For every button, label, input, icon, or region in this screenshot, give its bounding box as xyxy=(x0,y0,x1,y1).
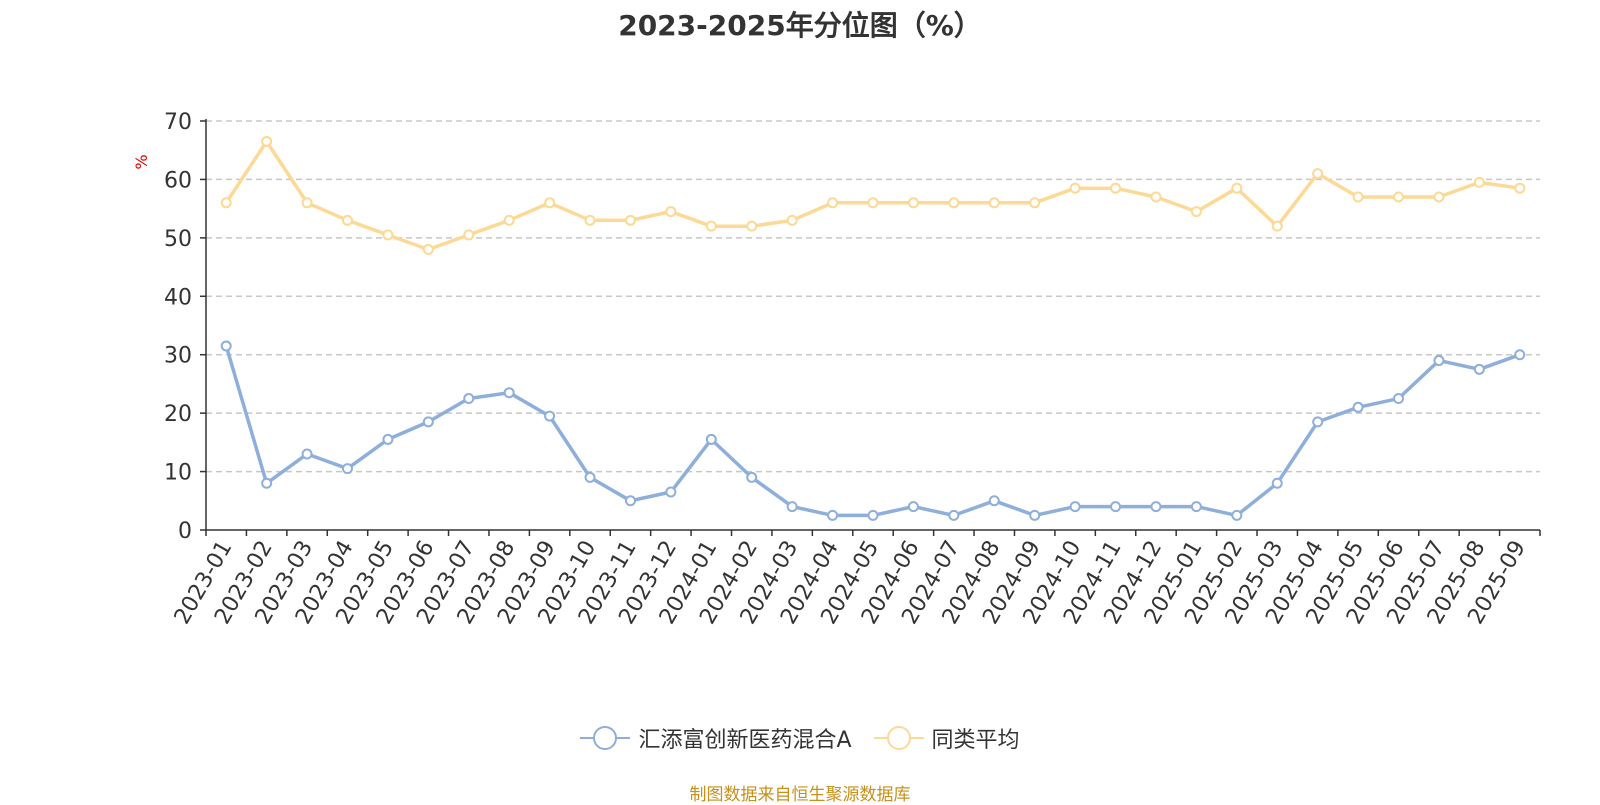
chart-legend: 汇添富创新医药混合A 同类平均 xyxy=(0,722,1600,754)
legend-label-fund: 汇添富创新医药混合A xyxy=(638,728,852,753)
data-point-series-0 xyxy=(1352,401,1364,413)
data-point-series-1 xyxy=(544,197,556,209)
data-point-series-0 xyxy=(1110,501,1122,513)
data-point-series-1 xyxy=(1433,191,1445,203)
data-point-series-0 xyxy=(1190,501,1202,513)
data-point-series-1 xyxy=(584,214,596,226)
data-point-series-1 xyxy=(867,197,879,209)
y-tick-label: 20 xyxy=(164,402,192,427)
data-point-series-0 xyxy=(665,486,677,498)
data-point-series-0 xyxy=(1393,393,1405,405)
data-point-series-1 xyxy=(301,197,313,209)
y-tick-label: 70 xyxy=(164,110,192,135)
data-point-series-1 xyxy=(1069,182,1081,194)
data-point-series-0 xyxy=(988,495,1000,507)
data-point-series-0 xyxy=(301,448,313,460)
data-point-series-1 xyxy=(341,214,353,226)
legend-marker-peer-average xyxy=(873,726,924,750)
y-tick-label: 40 xyxy=(164,285,192,310)
data-source-note: 制图数据来自恒生聚源数据库 xyxy=(689,785,911,805)
data-point-series-1 xyxy=(1231,182,1243,194)
data-point-series-0 xyxy=(1271,477,1283,489)
y-tick-label: 30 xyxy=(164,344,192,369)
data-point-series-0 xyxy=(624,495,636,507)
data-point-series-1 xyxy=(503,214,515,226)
legend-item-peer-average[interactable]: 同类平均 xyxy=(873,722,1020,754)
series-line-1 xyxy=(224,139,1521,252)
data-point-series-0 xyxy=(1433,355,1445,367)
data-point-series-1 xyxy=(1190,206,1202,218)
data-point-series-1 xyxy=(786,214,798,226)
data-point-series-0 xyxy=(422,416,434,428)
data-point-series-0 xyxy=(867,509,879,521)
y-tick-label: 10 xyxy=(164,461,192,486)
legend-marker-fund xyxy=(580,726,631,750)
data-point-series-1 xyxy=(988,197,1000,209)
data-point-series-1 xyxy=(1110,182,1122,194)
data-point-series-0 xyxy=(827,509,839,521)
series-line-0 xyxy=(224,345,1521,518)
data-point-series-1 xyxy=(1514,182,1526,194)
data-point-series-0 xyxy=(1150,501,1162,513)
data-point-series-1 xyxy=(1271,220,1283,232)
data-point-series-0 xyxy=(1029,509,1041,521)
data-point-series-1 xyxy=(1150,191,1162,203)
data-point-series-0 xyxy=(463,393,475,405)
data-point-series-1 xyxy=(1312,168,1324,180)
data-point-series-0 xyxy=(1231,509,1243,521)
data-point-series-0 xyxy=(1069,501,1081,513)
data-point-series-1 xyxy=(220,197,232,209)
data-point-series-0 xyxy=(503,387,515,399)
data-point-series-0 xyxy=(948,509,960,521)
legend-item-fund[interactable]: 汇添富创新医药混合A xyxy=(580,722,852,754)
data-point-series-1 xyxy=(948,197,960,209)
line-chart: 010203040506070%2023-012023-022023-03202… xyxy=(132,110,1541,629)
y-tick-label: 0 xyxy=(178,519,192,544)
y-tick-label: 60 xyxy=(164,168,192,193)
data-point-series-1 xyxy=(1393,191,1405,203)
data-point-series-0 xyxy=(1514,349,1526,361)
data-point-series-0 xyxy=(220,340,232,352)
y-axis-label: % xyxy=(132,154,151,169)
data-point-series-0 xyxy=(786,501,798,513)
data-point-series-1 xyxy=(1473,176,1485,188)
data-point-series-0 xyxy=(584,471,596,483)
data-point-series-0 xyxy=(1473,363,1485,375)
data-point-series-1 xyxy=(382,229,394,241)
data-point-series-1 xyxy=(827,197,839,209)
data-point-series-0 xyxy=(544,410,556,422)
data-point-series-0 xyxy=(1312,416,1324,428)
data-point-series-1 xyxy=(1029,197,1041,209)
data-point-series-1 xyxy=(907,197,919,209)
data-point-series-1 xyxy=(261,135,273,147)
data-point-series-0 xyxy=(907,501,919,513)
data-point-series-1 xyxy=(624,214,636,226)
legend-label-peer-average: 同类平均 xyxy=(931,728,1020,753)
data-point-series-0 xyxy=(382,433,394,445)
data-point-series-1 xyxy=(422,244,434,256)
data-point-series-1 xyxy=(665,206,677,218)
data-point-series-1 xyxy=(463,229,475,241)
data-point-series-0 xyxy=(746,471,758,483)
data-point-series-0 xyxy=(341,463,353,475)
chart-title: 2023-2025年分位图（%） xyxy=(618,9,982,42)
data-point-series-0 xyxy=(261,477,273,489)
y-tick-label: 50 xyxy=(164,227,192,252)
data-point-series-1 xyxy=(746,220,758,232)
data-point-series-1 xyxy=(1352,191,1364,203)
data-point-series-0 xyxy=(705,433,717,445)
data-point-series-1 xyxy=(705,220,717,232)
